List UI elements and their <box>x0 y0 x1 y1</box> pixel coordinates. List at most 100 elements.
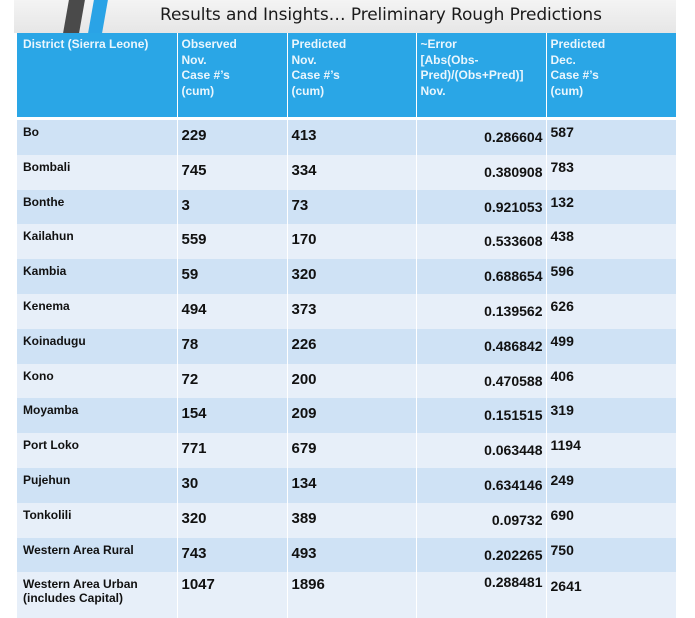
table-row: Western Area Urban (includes Capital) 10… <box>17 572 676 618</box>
table-row: Moyamba 154 209 0.151515 319 <box>17 398 676 434</box>
cell-observed: 743 <box>176 537 287 573</box>
cell-predicted-nov: 413 <box>286 118 416 155</box>
header-line: Observed <box>181 37 237 51</box>
cell-observed: 3 <box>176 189 287 225</box>
cell-district: Kailahun <box>17 224 177 260</box>
header-line: (cum) <box>291 83 325 98</box>
cell-observed: 559 <box>176 224 287 260</box>
header-line: Case #’s <box>181 68 230 82</box>
table-header-row: District (Sierra Leone) Observed Nov. Ca… <box>17 33 676 120</box>
cell-district: Western Area Urban (includes Capital) <box>17 572 177 618</box>
decorative-dark-stripe <box>63 0 85 33</box>
header-predicted-nov: Predicted Nov. Case #’s (cum) <box>286 33 416 120</box>
header-line: ~Error <box>420 37 457 51</box>
cell-district: Bonthe <box>17 189 177 225</box>
header-observed: Observed Nov. Case #’s (cum) <box>176 33 287 120</box>
cell-error: 0.139562 <box>415 293 546 329</box>
table-row: Bo 229 413 0.286604 587 <box>17 118 676 155</box>
header-predicted-dec: Predicted Dec. Case #’s (cum) <box>545 33 676 120</box>
table-row: Kambia 59 320 0.688654 596 <box>17 259 676 294</box>
cell-observed: 494 <box>176 293 287 329</box>
slide-title: Results and Insights… Preliminary Rough … <box>160 5 602 25</box>
cell-error: 0.063448 <box>415 433 546 468</box>
cell-predicted-nov: 200 <box>286 363 416 399</box>
table-row: Western Area Rural 743 493 0.202265 750 <box>17 537 676 573</box>
district-line-2: (includes Capital) <box>23 591 124 606</box>
cell-predicted-dec: 596 <box>545 259 676 294</box>
cell-observed: 771 <box>176 433 287 468</box>
cell-predicted-dec: 499 <box>545 328 676 364</box>
table-row: Bombali 745 334 0.380908 783 <box>17 154 676 190</box>
cell-predicted-nov: 373 <box>286 293 416 329</box>
table-row: Koinadugu 78 226 0.486842 499 <box>17 328 676 364</box>
cell-predicted-dec: 587 <box>545 118 676 155</box>
cell-error: 0.533608 <box>415 224 546 260</box>
cell-predicted-dec: 626 <box>545 293 676 329</box>
cell-predicted-dec: 249 <box>545 467 676 503</box>
cell-observed: 1047 <box>176 572 287 618</box>
cell-observed: 72 <box>176 363 287 399</box>
header-line: [Abs(Obs- <box>420 52 479 67</box>
table-row: Kono 72 200 0.470588 406 <box>17 363 676 399</box>
header-line: Case #’s <box>550 68 599 82</box>
cell-district: Bo <box>17 118 177 155</box>
cell-district: Pujehun <box>17 467 177 503</box>
cell-predicted-nov: 73 <box>286 189 416 225</box>
cell-district: Kono <box>17 363 177 399</box>
cell-error: 0.202265 <box>415 537 546 573</box>
cell-observed: 154 <box>176 398 287 434</box>
title-band: Results and Insights… Preliminary Rough … <box>14 0 676 33</box>
cell-error: 0.09732 <box>415 502 546 538</box>
table-row: Bonthe 3 73 0.921053 132 <box>17 189 676 225</box>
cell-district: Western Area Rural <box>17 537 177 573</box>
header-error: ~Error [Abs(Obs- Pred)/(Obs+Pred)] Nov. <box>415 33 546 120</box>
header-district: District (Sierra Leone) <box>17 33 177 120</box>
cell-predicted-dec: 132 <box>545 189 676 225</box>
cell-predicted-dec: 406 <box>545 363 676 399</box>
cell-district: Kambia <box>17 259 177 294</box>
cell-error: 0.634146 <box>415 467 546 503</box>
cell-error: 0.688654 <box>415 259 546 294</box>
cell-observed: 229 <box>176 118 287 155</box>
header-line: (cum) <box>181 83 215 98</box>
cell-predicted-nov: 679 <box>286 433 416 468</box>
cell-error: 0.486842 <box>415 328 546 364</box>
cell-predicted-dec: 750 <box>545 537 676 573</box>
cell-error: 0.470588 <box>415 363 546 399</box>
cell-observed: 78 <box>176 328 287 364</box>
cell-predicted-nov: 1896 <box>286 572 416 618</box>
table-row: Kenema 494 373 0.139562 626 <box>17 293 676 329</box>
cell-error: 0.151515 <box>415 398 546 434</box>
table-row: Kailahun 559 170 0.533608 438 <box>17 224 676 260</box>
cell-predicted-dec: 319 <box>545 398 676 434</box>
cell-error: 0.921053 <box>415 189 546 225</box>
header-line: Predicted <box>291 37 347 51</box>
header-line: Case #’s <box>291 68 340 82</box>
district-line-1: Western Area Urban <box>23 577 138 592</box>
cell-error: 0.380908 <box>415 154 546 190</box>
cell-error: 0.286604 <box>415 118 546 155</box>
header-line: Predicted <box>550 37 606 51</box>
header-line: (cum) <box>550 83 584 98</box>
table-row: Port Loko 771 679 0.063448 1194 <box>17 433 676 468</box>
cell-observed: 59 <box>176 259 287 294</box>
table-row: Pujehun 30 134 0.634146 249 <box>17 467 676 503</box>
cell-district: Bombali <box>17 154 177 190</box>
cell-predicted-nov: 209 <box>286 398 416 434</box>
cell-predicted-dec: 438 <box>545 224 676 260</box>
cell-observed: 30 <box>176 467 287 503</box>
header-district-label: District (Sierra Leone) <box>23 37 149 51</box>
header-line: Nov. <box>420 83 446 98</box>
cell-observed: 745 <box>176 154 287 190</box>
header-line: Nov. <box>291 52 317 67</box>
cell-predicted-dec: 2641 <box>545 572 676 618</box>
header-line: Nov. <box>181 52 207 67</box>
cell-error: 0.288481 <box>415 572 546 618</box>
cell-predicted-nov: 334 <box>286 154 416 190</box>
cell-predicted-dec: 690 <box>545 502 676 538</box>
cell-district: Port Loko <box>17 433 177 468</box>
cell-district: Tonkolili <box>17 502 177 538</box>
decorative-blue-stripe <box>88 0 108 33</box>
header-line: Pred)/(Obs+Pred)] <box>420 68 524 82</box>
cell-district: Moyamba <box>17 398 177 434</box>
